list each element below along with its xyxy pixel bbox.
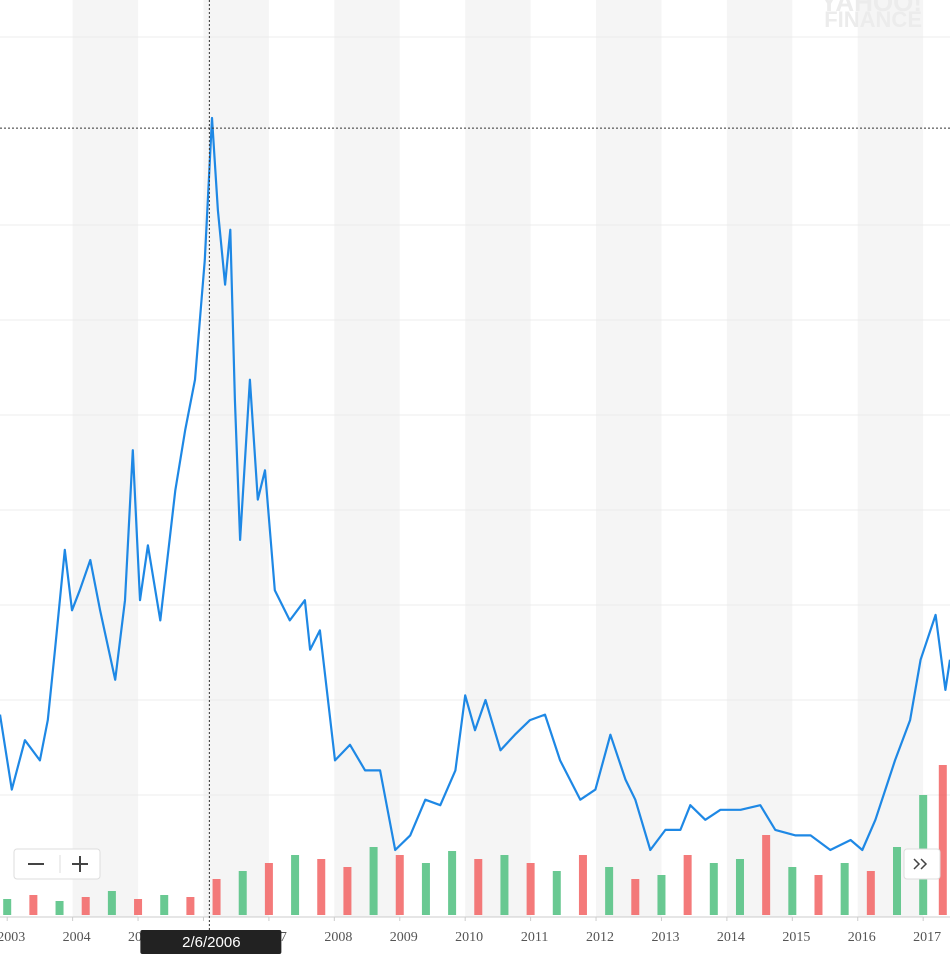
x-tick-label: 2014	[717, 930, 745, 945]
volume-bar	[107, 891, 116, 915]
x-tick-label: 2009	[390, 930, 418, 945]
year-band	[857, 0, 924, 917]
volume-bar	[448, 851, 457, 915]
volume-bar	[474, 859, 483, 915]
volume-bar	[631, 879, 640, 915]
logo: FINANCE	[824, 7, 922, 32]
volume-bar	[552, 871, 561, 915]
volume-bar	[186, 897, 195, 915]
volume-bar	[735, 859, 744, 915]
volume-bar	[291, 855, 300, 915]
x-tick-label: 2004	[63, 930, 91, 945]
volume-bar	[343, 867, 352, 915]
tooltip-label: 2/6/2006	[182, 934, 240, 951]
zoom-control[interactable]	[13, 848, 101, 880]
volume-bar	[3, 899, 12, 915]
x-tick-label: 2013	[651, 930, 679, 945]
year-band	[72, 0, 139, 917]
volume-bar	[814, 875, 823, 915]
volume-bar	[840, 863, 849, 915]
volume-bar	[395, 855, 404, 915]
volume-bar	[369, 847, 378, 915]
volume-bar	[421, 863, 430, 915]
volume-bar	[134, 899, 143, 915]
x-tick-label: 2015	[782, 930, 810, 945]
volume-bar	[264, 863, 273, 915]
volume-bar	[317, 859, 326, 915]
x-tick-label: 2011	[521, 930, 548, 945]
scroll-button[interactable]	[903, 848, 941, 880]
volume-bar	[938, 765, 947, 915]
volume-bar	[866, 871, 875, 915]
volume-bar	[893, 847, 902, 915]
x-tick-label: 2008	[324, 930, 352, 945]
volume-bar	[500, 855, 509, 915]
year-band	[726, 0, 793, 917]
volume-bar	[81, 897, 90, 915]
price-line	[0, 116, 950, 852]
year-band	[465, 0, 531, 917]
x-tick-label: 2012	[586, 930, 614, 945]
x-tick-label: 2010	[455, 930, 483, 945]
x-tick-label: 2003	[0, 930, 25, 945]
volume-bar	[212, 879, 221, 915]
volume-bar	[238, 871, 247, 915]
volume-bar	[29, 895, 38, 915]
volume-bar	[762, 835, 771, 915]
tooltip-box	[140, 930, 282, 954]
volume-bar	[683, 855, 692, 915]
x-tick-label: 2017	[913, 930, 941, 945]
volume-bar	[160, 895, 169, 915]
year-band	[334, 0, 400, 917]
volume-bar	[605, 867, 614, 915]
x-tick-label: 2016	[848, 930, 876, 945]
zoom-box	[13, 848, 101, 880]
volume-bar	[526, 863, 535, 915]
year-band	[596, 0, 662, 917]
volume-bar	[55, 901, 64, 915]
logo: YAHOO!	[820, 0, 922, 17]
volume-bar	[709, 863, 718, 915]
volume-bar	[788, 867, 797, 915]
volume-bar	[657, 875, 666, 915]
volume-bar	[578, 855, 587, 915]
